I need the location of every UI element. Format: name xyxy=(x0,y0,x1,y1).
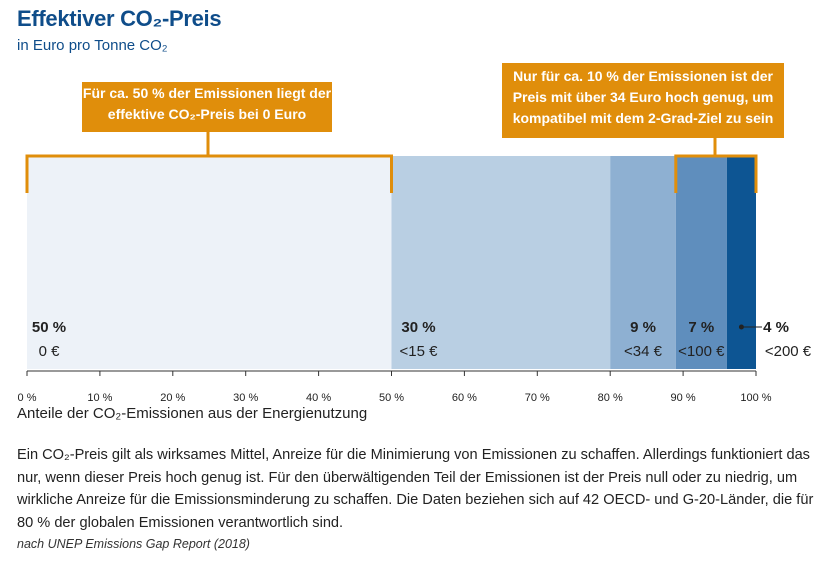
segment-price-label: <100 € xyxy=(678,343,725,360)
x-axis-label: Anteile der CO₂-Emissionen aus der Energ… xyxy=(17,405,368,422)
bar-segment-1 xyxy=(27,156,392,369)
segment-share-label: 50 % xyxy=(32,319,66,336)
x-tick-label: 50 % xyxy=(379,392,404,404)
x-tick-label: 10 % xyxy=(87,392,112,404)
x-tick-label: 40 % xyxy=(306,392,331,404)
segment-share-label: 9 % xyxy=(630,319,656,336)
segment-share-label: 30 % xyxy=(401,319,435,336)
chart-subtitle: in Euro pro Tonne CO₂ xyxy=(17,37,168,54)
segment-price-label: <34 € xyxy=(624,343,663,360)
segment-share-label: 4 % xyxy=(763,319,789,336)
x-tick-label: 20 % xyxy=(160,392,185,404)
bar-segment-4 xyxy=(675,156,727,369)
x-tick-label: 0 % xyxy=(18,392,37,404)
segment-price-label: <200 € xyxy=(765,343,812,360)
description-paragraph: Ein CO₂-Preis gilt als wirksames Mittel,… xyxy=(17,447,814,531)
x-tick-label: 90 % xyxy=(671,392,696,404)
callout-zero-price: Für ca. 50 % der Emissionen liegt der ef… xyxy=(82,82,332,132)
x-tick-label: 80 % xyxy=(598,392,623,404)
x-tick-label: 30 % xyxy=(233,392,258,404)
segment-price-label: <15 € xyxy=(400,343,439,360)
segment-price-label: 0 € xyxy=(39,343,61,360)
bar-segment-2 xyxy=(391,156,611,369)
x-tick-label: 100 % xyxy=(740,392,771,404)
callout-two-degree: Nur für ca. 10 % der Emissionen ist der … xyxy=(502,63,784,138)
chart-title: Effektiver CO₂-Preis xyxy=(17,6,222,31)
bar-segment-3 xyxy=(610,156,676,369)
segment-share-label: 7 % xyxy=(688,319,714,336)
x-tick-label: 70 % xyxy=(525,392,550,404)
source-note: nach UNEP Emissions Gap Report (2018) xyxy=(17,537,250,551)
x-tick-label: 60 % xyxy=(452,392,477,404)
bar-segment-5 xyxy=(726,156,756,369)
